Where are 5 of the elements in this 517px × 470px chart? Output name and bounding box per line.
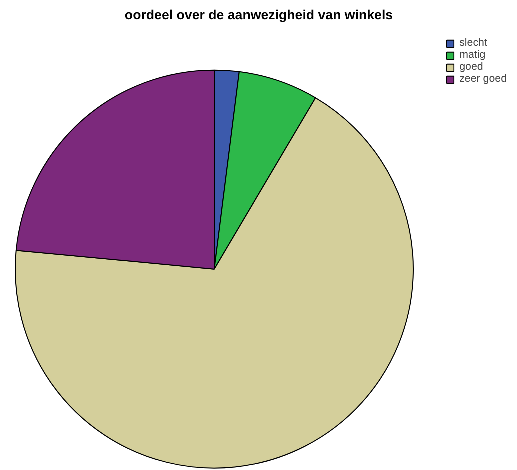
legend-label: slecht bbox=[460, 37, 488, 49]
legend-label: zeer goed bbox=[460, 73, 507, 85]
legend-label: goed bbox=[460, 61, 484, 73]
chart-title: oordeel over de aanwezigheid van winkels bbox=[124, 8, 394, 22]
legend-label: matig bbox=[460, 49, 486, 61]
